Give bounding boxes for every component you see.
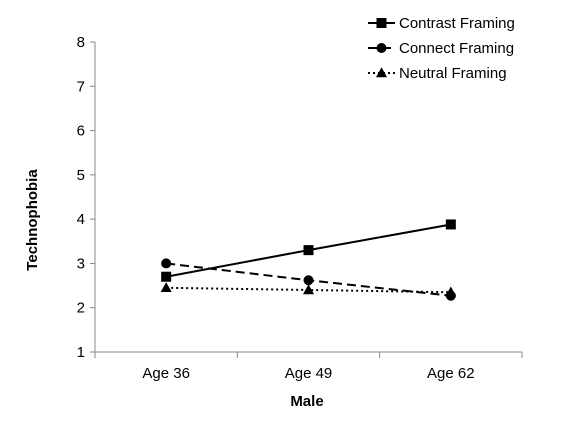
x-tick-label: Age 36 <box>142 365 190 382</box>
legend: Contrast Framing Connect Framing Neutral F… <box>368 15 515 82</box>
legend-marker <box>376 18 387 28</box>
data-point <box>160 282 172 293</box>
legend-label: Neutral Framing <box>399 65 507 82</box>
data-point <box>445 219 456 230</box>
x-axis: Age 36 Age 49 Age 62 <box>94 351 523 382</box>
legend-label: Connect Framing <box>399 40 514 57</box>
data-point <box>303 275 314 286</box>
x-tick-label: Age 62 <box>427 365 475 382</box>
data-point <box>445 286 457 297</box>
y-tick-label: 2 <box>77 300 85 317</box>
series-layer <box>160 219 457 301</box>
legend-marker <box>376 67 387 78</box>
x-axis-title: Male <box>290 393 323 410</box>
data-point <box>303 245 314 256</box>
series-square <box>161 219 456 282</box>
legend-label: Contrast Framing <box>399 15 515 32</box>
legend-item: Neutral Framing <box>368 65 507 82</box>
data-point <box>303 284 314 295</box>
y-tick-label: 3 <box>77 255 85 272</box>
legend-marker <box>376 43 387 53</box>
legend-item: Contrast Framing <box>368 15 515 32</box>
y-tick-label: 1 <box>77 344 85 361</box>
series-triangle <box>160 282 457 297</box>
data-point <box>161 271 172 282</box>
series-circle <box>161 258 456 301</box>
y-tick-label: 5 <box>77 167 85 184</box>
y-tick-label: 6 <box>77 123 85 140</box>
y-axis-title: Technophobia <box>24 169 41 271</box>
x-tick-label: Age 49 <box>285 365 333 382</box>
data-point <box>161 258 172 269</box>
y-tick-label: 4 <box>77 211 85 228</box>
y-axis: 1 2 3 4 5 6 7 8 <box>77 34 96 361</box>
legend-item: Connect Framing <box>368 40 514 57</box>
y-tick-label: 7 <box>77 78 85 95</box>
y-tick-label: 8 <box>77 34 85 51</box>
